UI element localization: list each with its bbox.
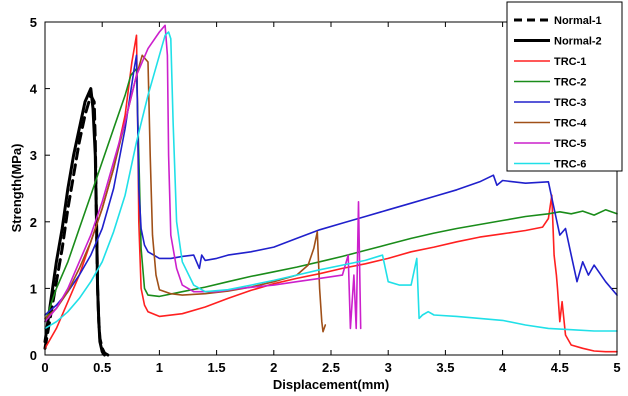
y-axis-title: Strength(MPa) (9, 144, 24, 233)
x-tick-label: 2 (270, 360, 277, 375)
x-tick-label: 3 (385, 360, 392, 375)
x-tick-label: 3.5 (436, 360, 454, 375)
y-tick-label: 3 (30, 148, 37, 163)
y-tick-label: 5 (30, 15, 37, 30)
y-tick-label: 1 (30, 281, 37, 296)
x-tick-label: 1.5 (208, 360, 226, 375)
x-tick-label: 4.5 (551, 360, 569, 375)
legend-label-normal-1: Normal-1 (554, 15, 602, 27)
legend-label-trc-3: TRC-3 (554, 97, 586, 109)
tick-labels: 0 0.5 1 1.5 2 2.5 3 3.5 4 4.5 5 0 1 2 3 4 5 (30, 15, 621, 375)
series-line-normal-2 (43, 87, 106, 357)
x-axis-title: Displacement(mm) (273, 377, 389, 392)
x-tick-label: 4 (499, 360, 507, 375)
series-line-trc-6 (44, 31, 618, 332)
legend: Normal-1 Normal-2 TRC-1 TRC-2 TRC-3 TRC-4 TRC-… (506, 1, 623, 172)
series-line-trc-5 (44, 24, 362, 330)
legend-label-trc-4: TRC-4 (554, 118, 587, 130)
x-tick-label: 2.5 (322, 360, 340, 375)
legend-label-normal-2: Normal-2 (554, 36, 602, 48)
plot-lines (43, 24, 618, 357)
legend-label-trc-5: TRC-5 (554, 138, 586, 150)
x-tick-label: 0 (41, 360, 48, 375)
legend-label-trc-2: TRC-2 (554, 77, 586, 89)
legend-label-trc-1: TRC-1 (554, 56, 586, 68)
series-line-trc-4 (44, 54, 327, 333)
y-tick-label: 0 (30, 348, 37, 363)
legend-label-trc-6: TRC-6 (554, 159, 586, 171)
y-tick-label: 2 (30, 215, 37, 230)
series-line-trc-3 (44, 54, 618, 316)
series-line-trc-2 (44, 67, 618, 323)
x-tick-label: 1 (156, 360, 163, 375)
series-line-trc-1 (44, 34, 618, 353)
y-tick-label: 4 (30, 82, 38, 97)
x-tick-label: 5 (613, 360, 620, 375)
x-tick-label: 0.5 (93, 360, 111, 375)
